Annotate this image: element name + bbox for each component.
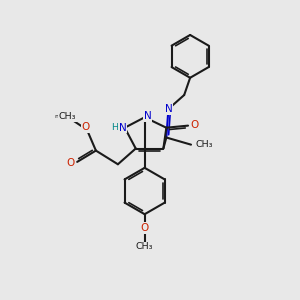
Text: methyl: methyl (145, 245, 149, 246)
Text: CH₃: CH₃ (136, 242, 153, 251)
Text: O: O (190, 120, 199, 130)
Text: N: N (144, 111, 152, 121)
Text: O: O (67, 158, 75, 168)
Text: N: N (119, 123, 127, 133)
Text: H: H (111, 123, 118, 132)
Text: CH₃: CH₃ (58, 112, 76, 121)
Text: CH₃: CH₃ (196, 140, 213, 149)
Text: N: N (165, 104, 172, 114)
Text: methoxy: methoxy (142, 246, 148, 247)
Text: O: O (140, 223, 149, 233)
Text: methyl: methyl (63, 116, 68, 117)
Text: O: O (81, 122, 90, 132)
Text: methyl: methyl (54, 114, 76, 118)
